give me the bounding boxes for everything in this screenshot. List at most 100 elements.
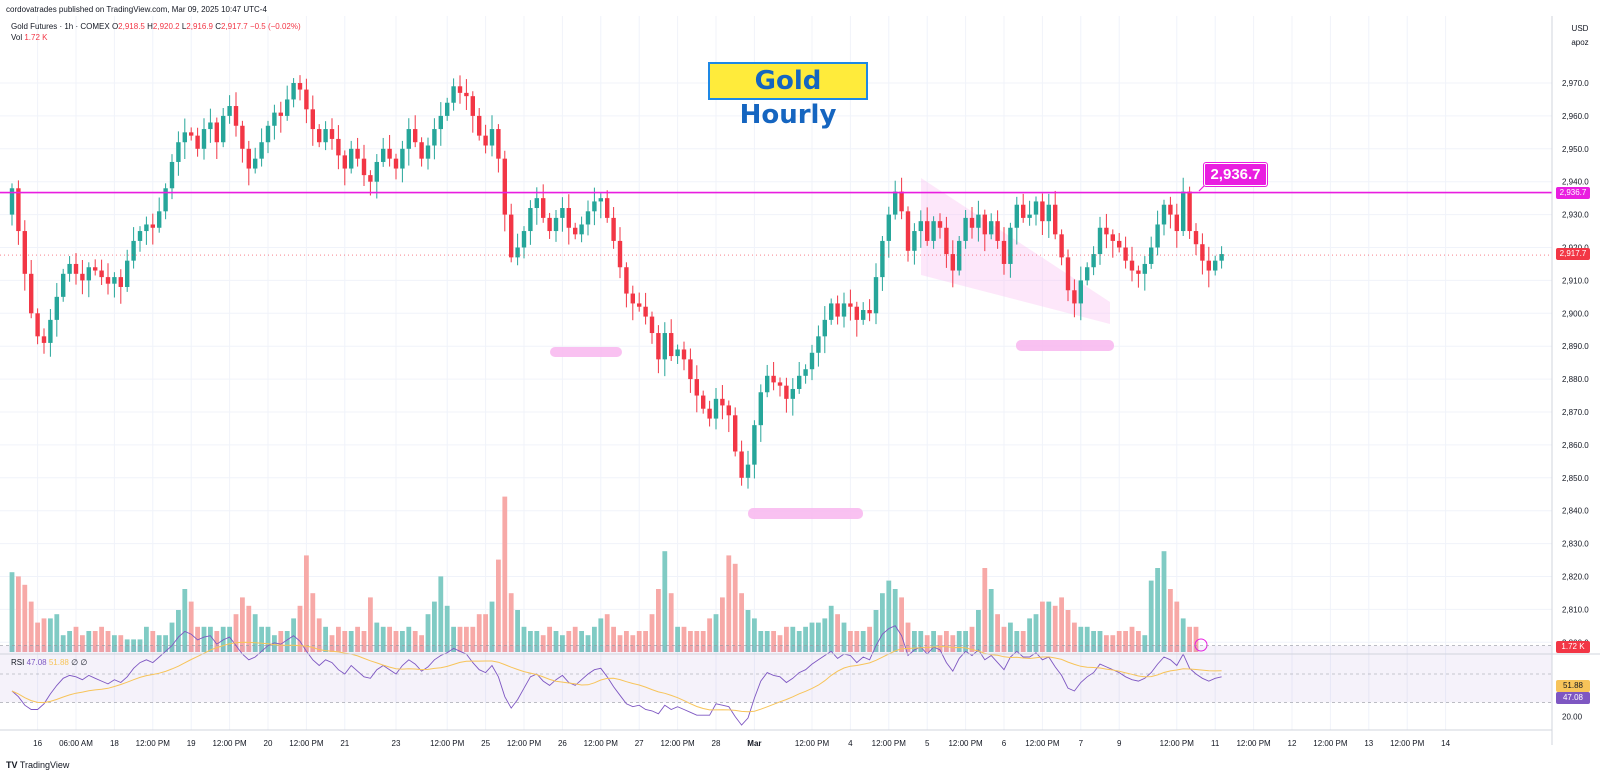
candle-body: [777, 382, 783, 386]
volume-bar: [982, 568, 988, 652]
price-tick-label: 2,840.0: [1562, 507, 1589, 516]
volume-bar: [636, 631, 642, 652]
low-label: L: [181, 22, 187, 31]
volume-bar: [668, 593, 674, 652]
volume-bar: [643, 631, 648, 652]
volume-bar: [899, 597, 904, 652]
volume-bar: [118, 635, 124, 652]
candle-body: [291, 83, 296, 100]
volume-bar: [112, 635, 117, 652]
volume-bar: [86, 631, 92, 652]
volume-bar: [566, 631, 572, 652]
support-marker-left[interactable]: [550, 347, 622, 357]
volume-bar: [1008, 622, 1013, 652]
volume-bar: [144, 626, 149, 652]
volume-bar: [752, 618, 757, 652]
candle-body: [925, 221, 930, 241]
candle-body: [515, 247, 520, 258]
volume-bar: [227, 626, 232, 652]
candle-body: [1187, 191, 1192, 232]
time-tick-label: 12:00 PM: [136, 739, 171, 748]
candle-body: [681, 349, 687, 360]
currency-label: USD: [1571, 24, 1589, 33]
volume-bar: [182, 589, 188, 652]
candle-body: [1123, 247, 1128, 261]
candle-body: [9, 188, 15, 215]
time-tick-label: 23: [392, 739, 401, 748]
candle-body: [195, 135, 200, 149]
candle-body: [669, 333, 674, 357]
volume-bar: [1142, 635, 1148, 652]
volume-bar: [425, 614, 431, 652]
candle-body: [905, 211, 911, 251]
candle-body: [617, 240, 623, 268]
symbol-name[interactable]: Gold Futures · 1h · COMEX: [11, 22, 110, 31]
candle-body: [675, 349, 680, 357]
candle-body: [1174, 214, 1179, 232]
candle-body: [355, 148, 360, 159]
candle-body: [1117, 240, 1122, 248]
candle-body: [112, 277, 117, 284]
time-tick-label: 12:00 PM: [1025, 739, 1060, 748]
candle-body: [400, 148, 405, 169]
time-tick-label: 9: [1117, 739, 1122, 748]
candle-body: [93, 267, 98, 271]
support-marker-bottom[interactable]: [748, 508, 863, 519]
chart-title-annotation[interactable]: Gold Hourly: [708, 62, 868, 130]
volume-bar: [745, 610, 751, 652]
rsi-value-badge: 47.08: [1556, 692, 1590, 704]
time-tick-label: 12: [1288, 739, 1297, 748]
candle-body: [1110, 234, 1115, 241]
candle-body: [739, 451, 744, 478]
candle-body: [61, 273, 66, 297]
volume-bar: [310, 593, 316, 652]
low-value: 2,916.9: [186, 22, 213, 31]
time-tick-label: 12:00 PM: [795, 739, 830, 748]
volume-bar: [630, 635, 636, 652]
price-tick-label: 2,970.0: [1562, 79, 1589, 88]
support-marker-right[interactable]: [1016, 340, 1114, 351]
candle-body: [989, 221, 994, 235]
volume-bar: [240, 597, 245, 652]
volume-bar: [476, 614, 482, 652]
candle-body: [99, 270, 104, 278]
volume-bar: [1072, 622, 1077, 652]
candle-body: [598, 198, 603, 202]
time-tick-label: 12:00 PM: [430, 739, 465, 748]
candle-body: [585, 211, 591, 225]
candle-body: [963, 217, 968, 241]
volume-bar: [252, 614, 258, 652]
resistance-callout[interactable]: 2,936.7: [1204, 163, 1267, 186]
candle-body: [29, 273, 34, 314]
candle-body: [611, 217, 616, 241]
volume-bar: [1001, 626, 1007, 652]
volume-bar: [496, 559, 501, 652]
candle-body: [182, 132, 187, 143]
wedge-pattern-highlight[interactable]: [921, 178, 1110, 324]
tradingview-logo[interactable]: TV TradingView: [6, 760, 69, 770]
candle-body: [425, 145, 431, 159]
candle-body: [886, 214, 891, 241]
currency-selector[interactable]: USD apoz: [1562, 22, 1598, 50]
volume-bar: [35, 622, 40, 652]
candle-body: [233, 106, 239, 126]
volume-bar: [809, 622, 815, 652]
candle-body: [841, 303, 847, 317]
volume-bar: [336, 626, 341, 652]
volume-bar: [1059, 597, 1064, 652]
last-price-badge: 2,917.7: [1556, 248, 1590, 260]
volume-bar: [560, 635, 565, 652]
volume-bar: [598, 618, 604, 652]
candle-body: [790, 388, 795, 399]
drawing-annotations: [550, 178, 1114, 519]
candle-body: [1129, 260, 1135, 271]
candle-body: [169, 161, 175, 189]
candle-body: [656, 333, 661, 360]
rsi-tick-label: 20.00: [1562, 713, 1583, 722]
candle-body: [176, 142, 181, 162]
candle-body: [944, 227, 949, 255]
ohlc-legend: Gold Futures · 1h · COMEX O2,918.5 H2,92…: [11, 22, 301, 31]
candle-body: [272, 112, 277, 126]
candle-body: [16, 188, 21, 232]
